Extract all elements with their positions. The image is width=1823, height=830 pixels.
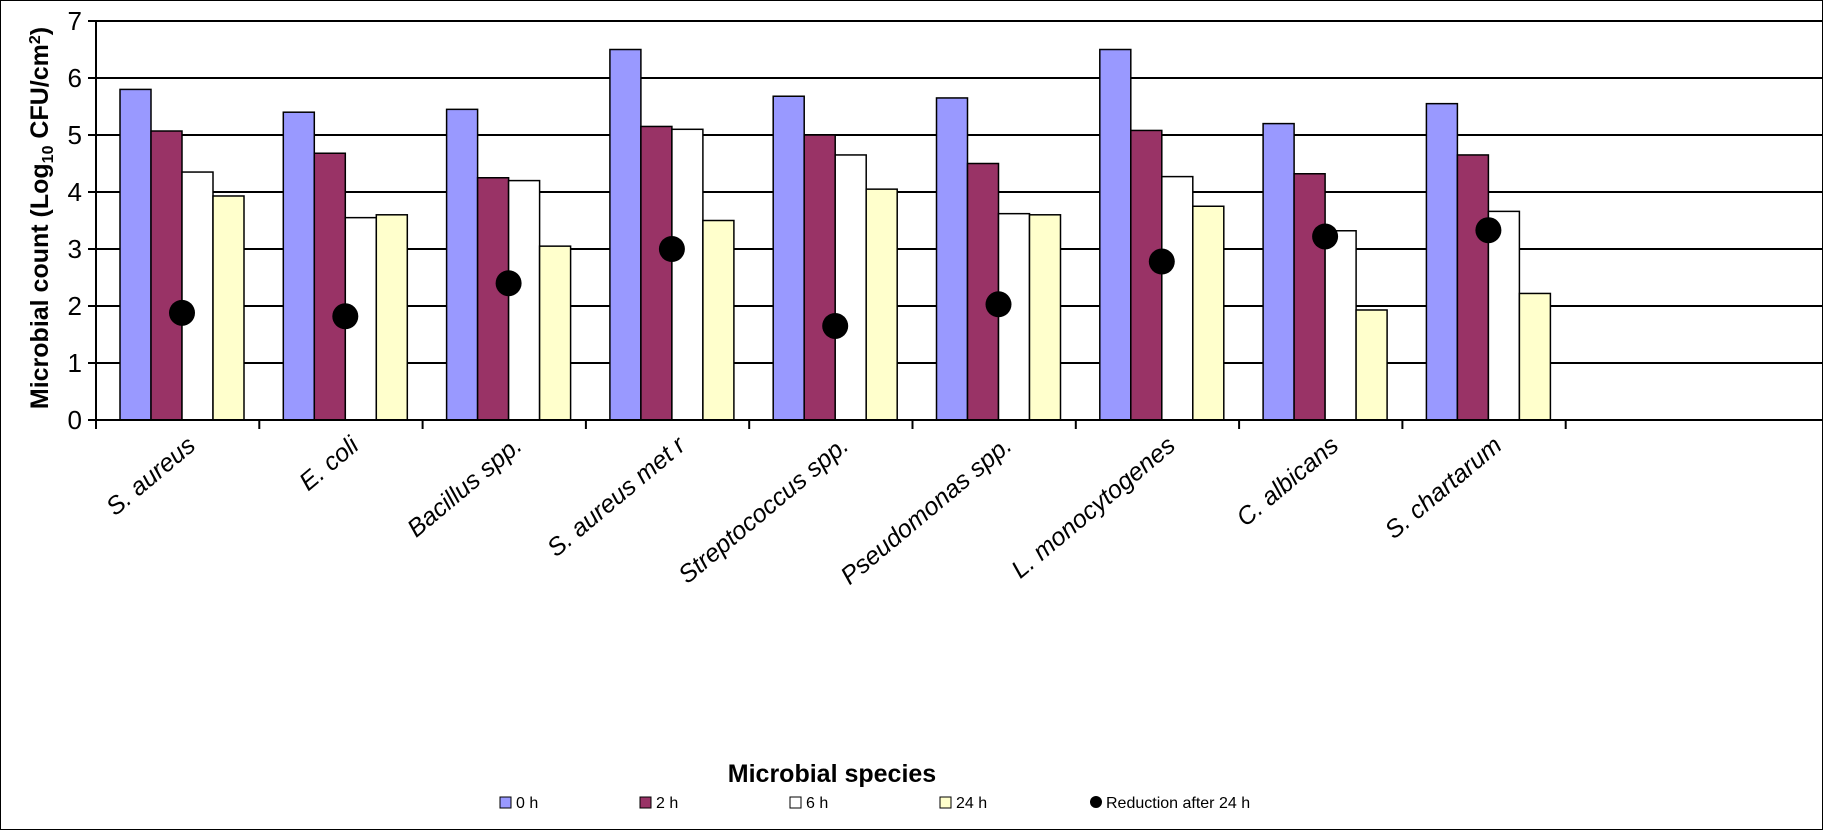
reduction-point xyxy=(169,299,195,326)
bar-24h xyxy=(538,245,572,421)
bar-0h xyxy=(772,95,805,421)
bar-24h xyxy=(1518,292,1552,421)
bar-0h xyxy=(282,111,316,421)
bar-0h xyxy=(1425,102,1459,421)
bar-0h xyxy=(445,108,479,421)
bar-2h xyxy=(803,134,836,421)
bar-2h xyxy=(313,152,347,421)
bar-0h xyxy=(1262,122,1295,421)
x-axis-title: Microbial species xyxy=(728,760,936,788)
bar-24h xyxy=(1192,205,1225,421)
category-label: Streptococcus spp. xyxy=(673,431,854,589)
bar-0h xyxy=(609,48,642,421)
bar-24h xyxy=(1355,309,1388,421)
bar-series xyxy=(119,48,1552,421)
bar-0h xyxy=(119,88,152,421)
bar-6h xyxy=(834,154,867,421)
bar-6h xyxy=(671,128,704,421)
reduction-point xyxy=(1148,248,1175,275)
category-label: E. coli xyxy=(294,430,365,496)
bar-2h xyxy=(1456,154,1490,421)
category-label: Pseudomonas spp. xyxy=(835,431,1017,590)
legend-swatch xyxy=(789,796,802,809)
reduction-point xyxy=(822,312,849,339)
legend-swatch xyxy=(639,796,652,809)
y-tick-label: 0 xyxy=(68,405,82,435)
bar-24h xyxy=(865,188,898,421)
y-tick-label: 3 xyxy=(68,234,82,264)
y-tick-label: 4 xyxy=(68,177,82,207)
reduction-point xyxy=(332,303,359,330)
bar-24h xyxy=(212,195,245,421)
legend-label: 24 h xyxy=(956,795,987,812)
legend-swatch xyxy=(939,796,952,809)
legend-label: 0 h xyxy=(516,795,538,812)
bar-24h xyxy=(375,214,409,421)
bar-2h xyxy=(966,162,1000,421)
legend: 0 h 2 h 6 h 24 h Reduction after 24 h xyxy=(499,795,1250,812)
bar-0h xyxy=(1099,48,1132,421)
bar-6h xyxy=(997,212,1031,421)
bar-2h xyxy=(640,125,673,421)
bar-2h xyxy=(150,130,183,421)
y-tick-label: 2 xyxy=(68,291,82,321)
bar-24h xyxy=(702,219,735,421)
category-label: C. albicans xyxy=(1231,431,1344,532)
legend-label: 6 h xyxy=(806,795,828,812)
reduction-point xyxy=(495,270,522,297)
reduction-point xyxy=(1475,217,1502,244)
legend-label: Reduction after 24 h xyxy=(1106,795,1250,812)
y-tick-label: 7 xyxy=(68,6,82,36)
reduction-markers xyxy=(169,217,1502,339)
bar-6h xyxy=(1324,230,1357,421)
y-tick-label: 5 xyxy=(68,120,82,150)
bar-2h xyxy=(1293,173,1326,421)
reduction-point xyxy=(985,291,1012,318)
bar-2h xyxy=(1130,129,1163,421)
category-label: S. aureus met r xyxy=(542,430,692,562)
bar-6h xyxy=(1161,175,1194,421)
legend-swatch xyxy=(499,796,512,809)
bar-2h xyxy=(476,177,510,421)
y-axis-title: Microbial count (Log10 CFU/cm2) xyxy=(26,27,57,409)
reduction-point xyxy=(1312,223,1339,250)
legend-dot xyxy=(1090,796,1102,808)
axes xyxy=(88,20,1823,429)
bar-6h xyxy=(1487,210,1521,421)
category-labels: S. aureus E. coli Bacillus spp. S. aureus m… xyxy=(101,430,1507,590)
bar-24h xyxy=(1028,214,1062,421)
category-label: L. monocytogenes xyxy=(1006,431,1180,584)
legend-label: 2 h xyxy=(656,795,678,812)
category-label: Bacillus spp. xyxy=(402,431,528,543)
bar-6h xyxy=(181,171,214,421)
y-tick-label: 6 xyxy=(68,63,82,93)
bar-0h xyxy=(935,97,969,421)
category-label: S. aureus xyxy=(101,431,201,521)
y-tick-labels: 0 1 2 3 4 5 6 7 xyxy=(68,6,82,435)
bar-6h xyxy=(507,179,541,421)
reduction-point xyxy=(658,236,685,262)
y-tick-label: 1 xyxy=(68,348,82,378)
category-label: S. chartarum xyxy=(1380,431,1508,544)
